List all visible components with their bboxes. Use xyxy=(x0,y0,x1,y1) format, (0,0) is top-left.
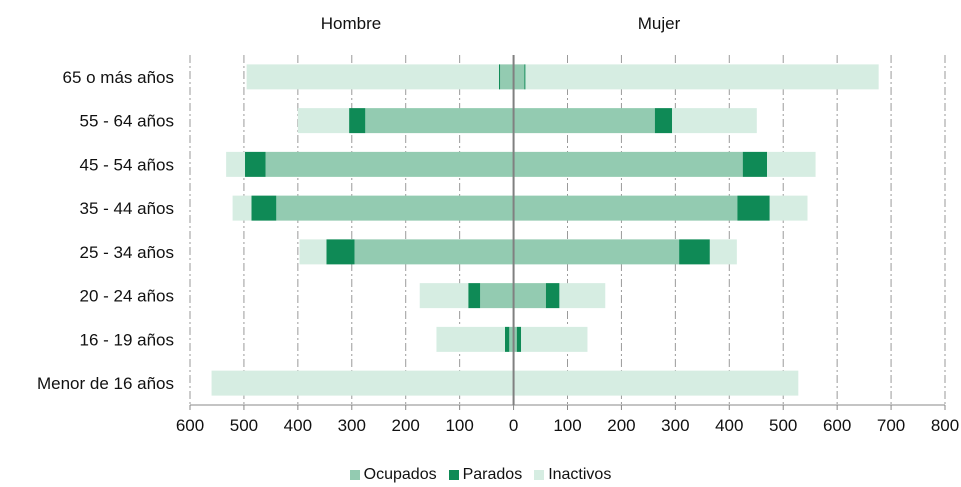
x-tick-label: 300 xyxy=(338,416,366,435)
bar-mujer-inactivos xyxy=(769,195,808,221)
grid-lines xyxy=(189,55,946,405)
bar-hombre-ocupados xyxy=(265,151,514,177)
bar-mujer-parados xyxy=(679,239,710,265)
bar-mujer-ocupados xyxy=(513,108,655,134)
bar-hombre-inactivos xyxy=(232,195,252,221)
bar-hombre-parados xyxy=(326,239,355,265)
bar-mujer-parados xyxy=(654,108,673,134)
category-label: 55 - 64 años xyxy=(79,112,174,131)
bar-hombre-inactivos xyxy=(211,370,514,396)
bar-mujer-ocupados xyxy=(513,239,680,265)
bar-mujer-inactivos xyxy=(767,151,816,177)
bar-hombre-parados xyxy=(504,326,510,352)
bar-hombre-inactivos xyxy=(246,64,500,90)
bar-mujer-parados xyxy=(545,283,560,309)
bar-hombre-ocupados xyxy=(500,64,514,90)
legend-label: Inactivos xyxy=(548,466,612,483)
x-tick-label: 200 xyxy=(607,416,635,435)
legend-item: Parados xyxy=(448,465,523,485)
bar-hombre-inactivos xyxy=(436,326,505,352)
legend-swatch xyxy=(534,470,545,480)
bar-hombre-inactivos xyxy=(299,239,327,265)
bar-mujer-ocupados xyxy=(513,283,546,309)
bar-mujer-ocupados xyxy=(513,64,525,90)
x-tick-label: 400 xyxy=(715,416,743,435)
legend-swatch xyxy=(349,470,360,480)
bar-hombre-inactivos xyxy=(226,151,246,177)
bar-mujer-ocupados xyxy=(513,151,743,177)
x-tick-label: 600 xyxy=(176,416,204,435)
bar-hombre-ocupados xyxy=(365,108,514,134)
bar-hombre-inactivos xyxy=(297,108,350,134)
legend-item: Inactivos xyxy=(534,465,611,485)
bar-hombre-inactivos xyxy=(419,283,469,309)
legend-swatch xyxy=(448,470,459,480)
bar-mujer-inactivos xyxy=(559,283,606,309)
category-label: 45 - 54 años xyxy=(79,155,174,174)
axes xyxy=(189,55,946,410)
bar-mujer-inactivos xyxy=(525,64,879,90)
bar-hombre-parados xyxy=(245,151,266,177)
x-tick-label: 300 xyxy=(661,416,689,435)
bar-hombre-parados xyxy=(468,283,481,309)
x-tick-label: 600 xyxy=(823,416,851,435)
legend-label: Parados xyxy=(462,466,523,483)
x-tick-label: 500 xyxy=(230,416,258,435)
x-tick-label: 200 xyxy=(392,416,420,435)
category-label: 35 - 44 años xyxy=(79,199,174,218)
bar-mujer-inactivos xyxy=(521,326,588,352)
bar-hombre-ocupados xyxy=(480,283,514,309)
bar-mujer-inactivos xyxy=(672,108,757,134)
header-mujer: Mujer xyxy=(638,14,681,33)
bar-mujer-parados xyxy=(737,195,770,221)
bar-mujer-ocupados xyxy=(513,195,738,221)
bar-hombre-ocupados xyxy=(354,239,514,265)
category-label: 25 - 34 años xyxy=(79,243,174,262)
x-tick-label: 100 xyxy=(553,416,581,435)
x-tick-label: 400 xyxy=(284,416,312,435)
category-label: 65 o más años xyxy=(62,68,174,87)
bar-mujer-parados xyxy=(516,326,522,352)
bar-hombre-parados xyxy=(349,108,366,134)
bar-mujer-parados xyxy=(524,64,526,90)
x-tick-label: 700 xyxy=(877,416,905,435)
bar-hombre-parados xyxy=(499,64,501,90)
bar-mujer-inactivos xyxy=(513,370,799,396)
header-hombre: Hombre xyxy=(321,14,381,33)
x-tick-label: 800 xyxy=(931,416,959,435)
bar-mujer-inactivos xyxy=(709,239,737,265)
bar-hombre-ocupados xyxy=(276,195,514,221)
x-tick-labels: 600 500 400 300 200 100 0 100 200 300 400 500 600 700… xyxy=(176,416,959,435)
category-label: 20 - 24 años xyxy=(79,287,174,306)
bars xyxy=(211,64,879,396)
x-tick-label: 0 xyxy=(509,416,518,435)
legend-label: Ocupados xyxy=(363,466,437,483)
bar-hombre-parados xyxy=(251,195,277,221)
legend-item: Ocupados xyxy=(349,465,437,485)
bar-hombre-ocupados xyxy=(509,326,514,352)
category-labels: 65 o más años 55 - 64 años 45 - 54 años 35 … xyxy=(37,68,174,393)
population-pyramid-chart: Hombre Mujer 65 o más años 55 - 64 años 45… xyxy=(37,14,959,435)
legend: Ocupados Parados Inactivos xyxy=(0,465,961,485)
bar-mujer-parados xyxy=(742,151,768,177)
category-label: Menor de 16 años xyxy=(37,374,174,393)
x-tick-label: 100 xyxy=(445,416,473,435)
bar-mujer-ocupados xyxy=(513,326,517,352)
category-label: 16 - 19 años xyxy=(79,330,174,349)
x-tick-label: 500 xyxy=(769,416,797,435)
